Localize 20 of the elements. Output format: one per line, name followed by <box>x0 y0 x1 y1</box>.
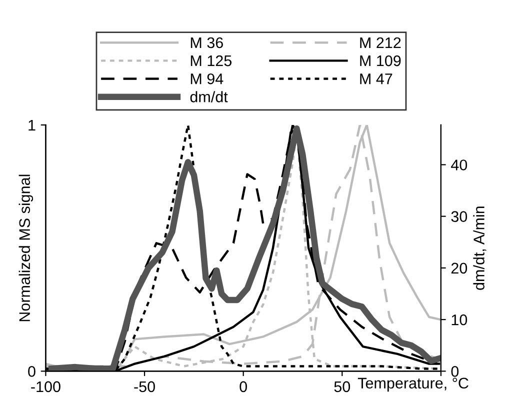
y2-axis-title: dm/dt, A/min <box>473 206 486 290</box>
x-tick-label: 50 <box>334 381 350 392</box>
x-tick-label: 0 <box>240 381 247 392</box>
y2-tick-label: 0 <box>451 366 459 377</box>
y2-tick-label: 40 <box>451 160 468 170</box>
y2-tick-label: 30 <box>451 211 468 222</box>
legend-label: dm/dt <box>190 91 228 102</box>
legend-label: M 125 <box>190 55 232 66</box>
y-axis-title: Normalized MS signal <box>18 174 34 322</box>
legend-label: M 109 <box>360 55 401 66</box>
x-tick-label: -50 <box>134 381 155 392</box>
legend-label: M 212 <box>360 37 401 48</box>
legend-label: M 94 <box>190 73 224 84</box>
legend-label: M 47 <box>360 74 392 84</box>
legend-label: M 36 <box>190 37 223 48</box>
y2-tick-label: 20 <box>451 262 468 274</box>
x-axis-title: Temperature, °C <box>358 378 468 392</box>
y-tick-label: 1 <box>28 120 36 130</box>
x-tick-label: -100 <box>31 381 60 392</box>
y2-tick-label: 10 <box>452 314 468 326</box>
